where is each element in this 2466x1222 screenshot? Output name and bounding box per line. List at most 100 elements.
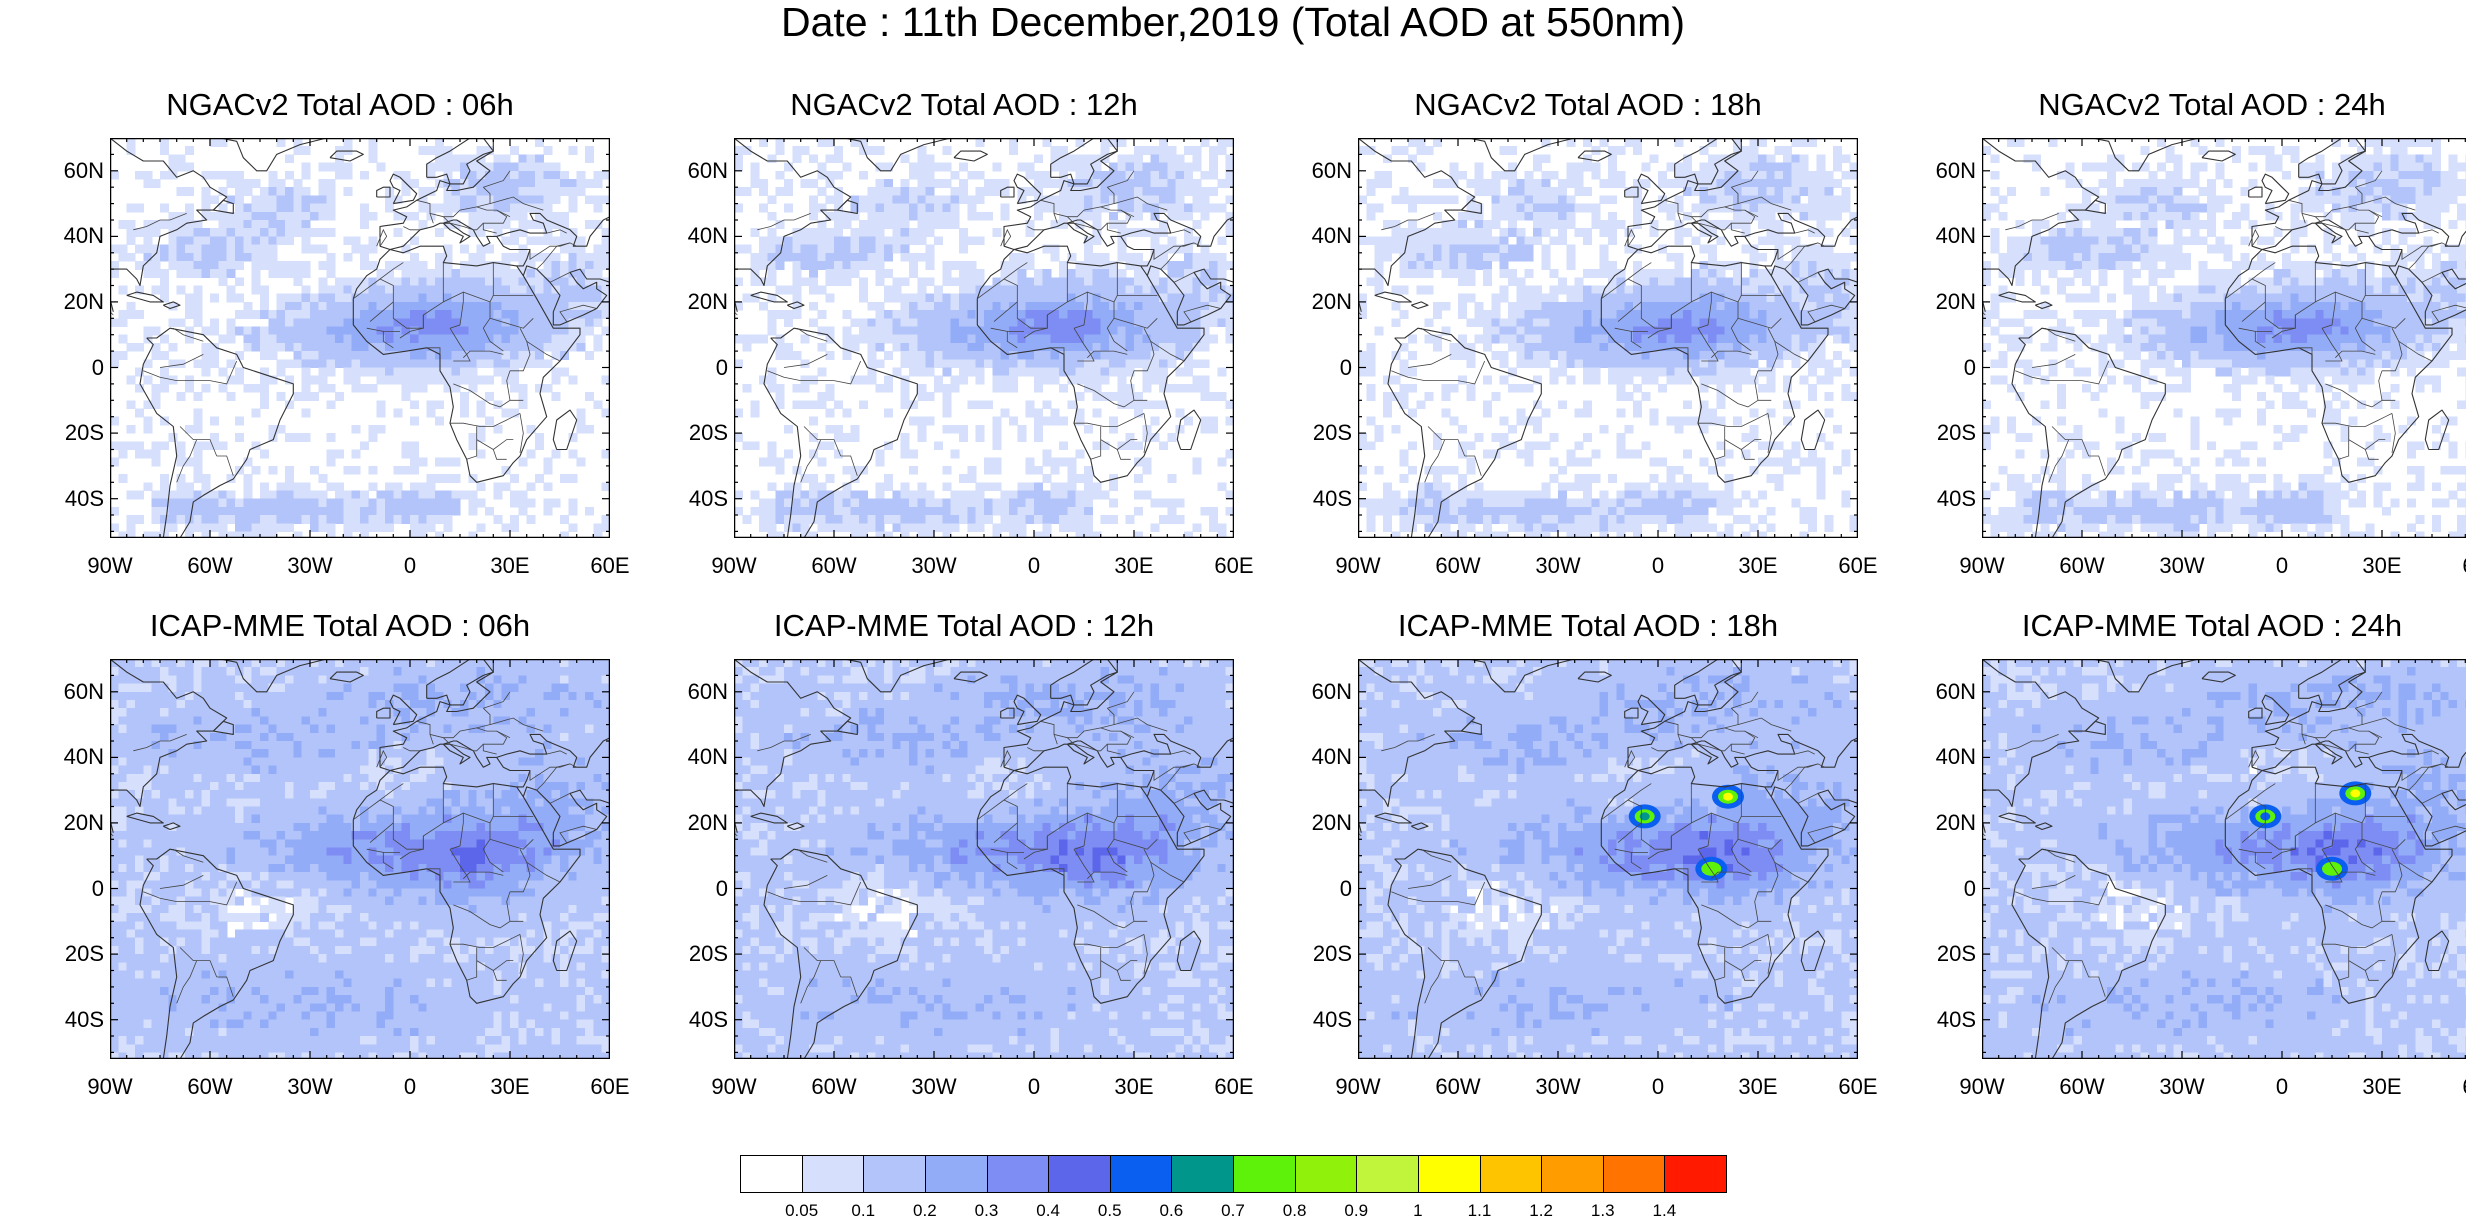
- aod-cell: [476, 178, 486, 188]
- aod-cell: [268, 498, 278, 508]
- aod-cell: [435, 531, 444, 538]
- aod-cell: [792, 252, 802, 262]
- aod-cell: [1691, 170, 1701, 180]
- aod-cell: [809, 506, 818, 516]
- aod-cell: [967, 342, 977, 352]
- aod-cell: [1741, 277, 1751, 287]
- aod-cell: [1574, 482, 1584, 492]
- aod-cell: [168, 433, 178, 442]
- aod-cell: [1641, 367, 1651, 377]
- aod-cell: [875, 252, 885, 262]
- aod-cell: [326, 334, 336, 344]
- country-border: [559, 304, 597, 322]
- aod-cell: [1209, 162, 1218, 172]
- aod-cell: [1017, 482, 1027, 492]
- aod-cell: [335, 342, 344, 352]
- aod-cell: [817, 482, 827, 492]
- aod-cell: [1574, 228, 1584, 237]
- aod-cell: [1209, 252, 1218, 262]
- aod-cell: [360, 351, 369, 360]
- aod-cell: [1217, 293, 1227, 303]
- aod-cell: [800, 383, 810, 393]
- aod-cell: [1708, 195, 1717, 205]
- aod-cell: [1808, 277, 1817, 287]
- aod-cell: [742, 515, 752, 524]
- aod-cell: [859, 490, 868, 500]
- aod-cell: [1075, 334, 1085, 344]
- aod-cell: [950, 211, 960, 221]
- aod-cell: [1791, 441, 1801, 451]
- aod-cell: [1591, 359, 1601, 369]
- aod-cell: [285, 375, 294, 385]
- aod-cell: [817, 457, 827, 467]
- aod-cell: [884, 506, 893, 516]
- country-border: [143, 360, 238, 385]
- aod-cell: [1217, 252, 1227, 262]
- country-border: [1067, 216, 1098, 231]
- aod-cell: [335, 285, 344, 295]
- aod-cell: [1441, 219, 1451, 229]
- aod-cell: [1059, 515, 1068, 524]
- aod-cell: [1624, 187, 1634, 196]
- aod-cell: [1766, 219, 1776, 229]
- aod-cell: [1109, 367, 1118, 377]
- aod-cell: [135, 170, 144, 180]
- aod-cell: [326, 383, 336, 393]
- aod-cell: [1125, 203, 1135, 213]
- aod-cell: [1666, 367, 1676, 377]
- aod-cell: [1092, 310, 1102, 319]
- aod-cell: [435, 146, 444, 155]
- country-border: [1116, 449, 1131, 460]
- aod-cell: [1683, 301, 1692, 311]
- aod-cell: [1724, 367, 1734, 377]
- aod-cell: [210, 359, 219, 369]
- aod-cell: [285, 498, 294, 508]
- aod-cell: [1624, 449, 1634, 459]
- aod-cell: [1042, 523, 1052, 533]
- aod-cell: [834, 244, 843, 254]
- aod-cell: [1067, 498, 1077, 508]
- x-tick-label: 90W: [87, 553, 133, 578]
- aod-cell: [1641, 351, 1651, 360]
- aod-cell: [1175, 318, 1185, 328]
- aod-cell: [1192, 465, 1202, 475]
- aod-cell: [1117, 285, 1127, 295]
- aod-cell: [925, 252, 935, 262]
- aod-cell: [1566, 285, 1576, 295]
- aod-cell: [1774, 441, 1784, 451]
- aod-cell: [992, 351, 1002, 360]
- aod-cell: [992, 506, 1002, 516]
- aod-cell: [1808, 457, 1817, 467]
- aod-cell: [1075, 203, 1085, 213]
- aod-cell: [535, 219, 544, 229]
- aod-cell: [1641, 178, 1651, 188]
- aod-cell: [1499, 326, 1509, 336]
- aod-cell: [1491, 301, 1501, 311]
- aod-cell: [260, 301, 269, 311]
- aod-cell: [576, 326, 586, 336]
- aod-cell: [1566, 260, 1576, 270]
- aod-cell: [1017, 498, 1027, 508]
- aod-cell: [576, 416, 586, 426]
- aod-cell: [451, 293, 461, 303]
- aod-cell: [1424, 334, 1434, 344]
- aod-cell: [859, 170, 868, 180]
- aod-cell: [834, 277, 843, 287]
- aod-cell: [551, 498, 561, 508]
- aod-cell: [892, 219, 902, 229]
- aod-cell: [992, 342, 1002, 352]
- aod-cell: [501, 375, 511, 385]
- aod-cell: [601, 523, 610, 533]
- aod-cell: [160, 252, 169, 262]
- aod-cell: [268, 310, 278, 319]
- aod-cell: [950, 498, 960, 508]
- aod-cell: [1724, 277, 1734, 287]
- aod-cell: [1549, 187, 1559, 196]
- aod-cell: [126, 252, 136, 262]
- map-frame: [734, 138, 1234, 538]
- aod-cell: [909, 515, 918, 524]
- aod-cell: [1608, 318, 1617, 328]
- aod-cell: [585, 252, 594, 262]
- aod-cell: [1791, 187, 1801, 196]
- aod-cell: [418, 146, 428, 155]
